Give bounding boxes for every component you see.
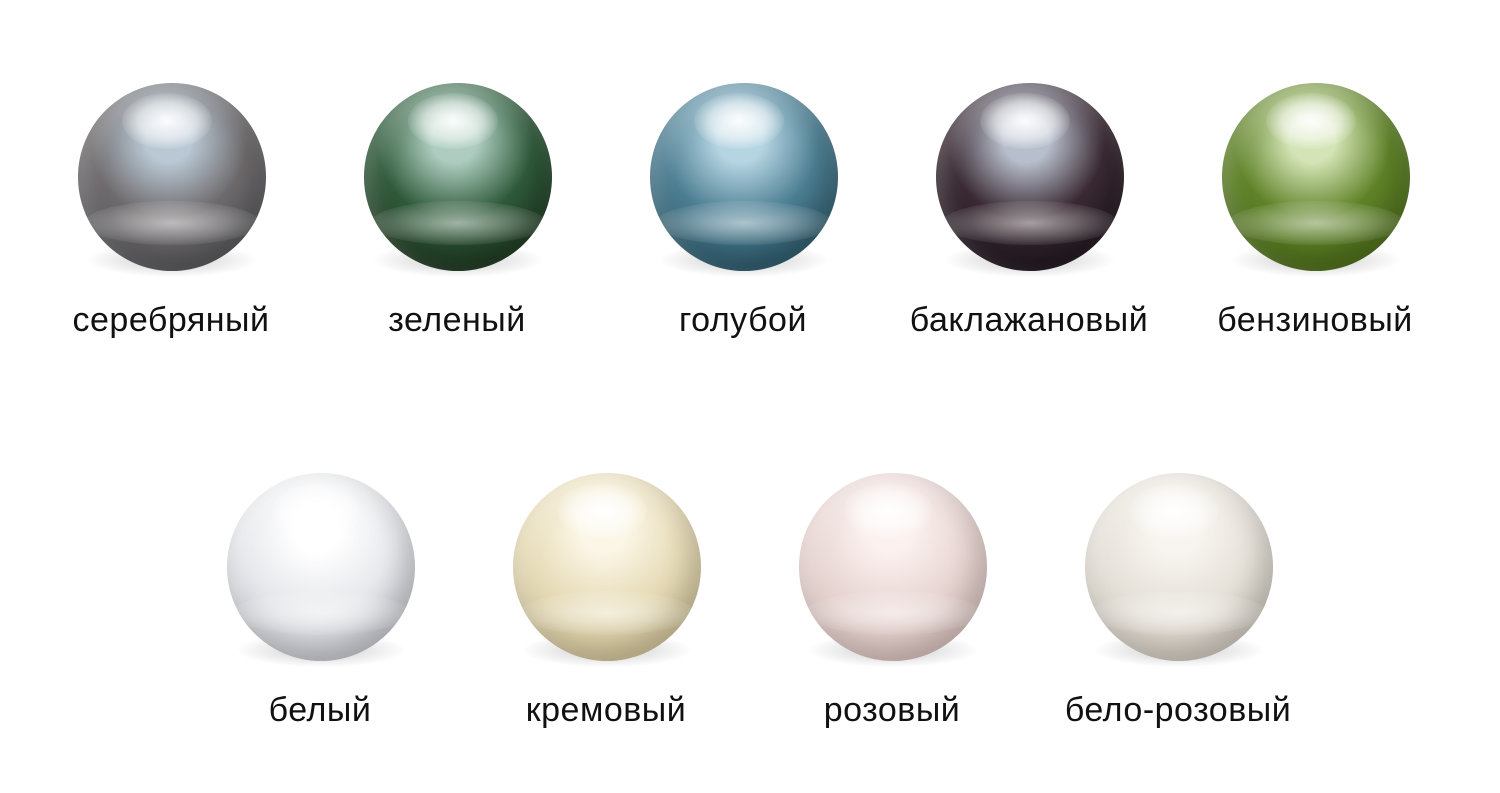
pearl-image [650, 83, 838, 283]
pearl-label: бело-розовый [1064, 691, 1292, 729]
pearl-label: розовый [823, 691, 961, 729]
pearl-reflection [942, 201, 1118, 245]
pearl-swatch-aubergine: баклажановый [910, 83, 1148, 373]
pearl-swatch-cream: кремовый [496, 473, 716, 763]
pearl-swatch-white: белый [210, 473, 430, 763]
pearl-swatch-silver: серебряный [61, 83, 281, 373]
pearl-reflection [656, 201, 832, 245]
pearl-swatch-green: зеленый [347, 83, 567, 373]
pearl-reflection [1228, 201, 1404, 245]
pearl-reflection [233, 591, 409, 635]
pearl-image [227, 473, 415, 673]
pearl-label: белый [268, 691, 372, 729]
pearl-highlight [557, 483, 647, 539]
pearl-highlight [1266, 93, 1356, 149]
pearl-label: баклажановый [909, 301, 1149, 339]
pearl-reflection [805, 591, 981, 635]
pearl-image [513, 473, 701, 673]
pearl-reflection [519, 591, 695, 635]
pearl-label: кремовый [525, 691, 687, 729]
pearl-reflection [84, 201, 260, 245]
pearl-highlight [122, 93, 212, 149]
pearl-reflection [1091, 591, 1267, 635]
pearl-image [78, 83, 266, 283]
pearl-label: бензиновый [1217, 301, 1413, 339]
pearl-highlight [271, 483, 361, 539]
pearl-image [936, 83, 1124, 283]
pearl-swatch-petrol: бензиновый [1205, 83, 1425, 373]
pearl-highlight [843, 483, 933, 539]
pearl-highlight [408, 93, 498, 149]
pearl-image [1222, 83, 1410, 283]
pearl-swatch-white-pink: бело-розовый [1065, 473, 1291, 763]
pearl-highlight [980, 93, 1070, 149]
pearl-label: серебряный [72, 301, 270, 339]
pearl-swatch-pink: розовый [782, 473, 1002, 763]
pearl-image [364, 83, 552, 283]
pearl-swatch-blue: голубой [633, 83, 853, 373]
pearl-label: голубой [679, 301, 807, 339]
pearl-reflection [370, 201, 546, 245]
pearl-highlight [694, 93, 784, 149]
pearl-image [1085, 473, 1273, 673]
pearl-image [799, 473, 987, 673]
pearl-highlight [1129, 483, 1219, 539]
pearl-label: зеленый [388, 301, 526, 339]
